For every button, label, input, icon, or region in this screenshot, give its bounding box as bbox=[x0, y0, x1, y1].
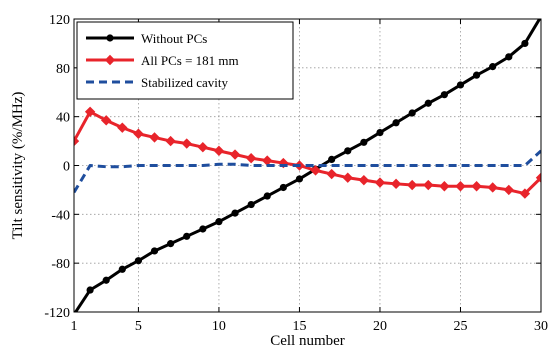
series-1-point bbox=[456, 81, 465, 89]
x-tick-label: 10 bbox=[212, 319, 226, 334]
series-2-point bbox=[342, 172, 353, 183]
y-tick-label: 120 bbox=[49, 13, 70, 28]
series-2-point bbox=[197, 141, 209, 153]
series-2-point bbox=[423, 179, 434, 191]
series-1-point bbox=[215, 218, 223, 226]
series-2-point bbox=[262, 155, 273, 166]
series-1-point bbox=[424, 99, 432, 107]
y-tick-label: -80 bbox=[51, 257, 70, 272]
series-2-point bbox=[74, 135, 80, 147]
x-tick-label: 30 bbox=[534, 319, 548, 334]
series-1-point bbox=[183, 232, 191, 240]
series-line-2 bbox=[74, 110, 541, 196]
y-axis-label: Tilt sensitivity (%/MHz) bbox=[10, 92, 26, 240]
series-1-point bbox=[247, 200, 255, 209]
y-tick-label: 40 bbox=[56, 111, 70, 126]
series-2-point bbox=[117, 122, 128, 133]
series-1-point bbox=[279, 183, 287, 192]
series-1-point bbox=[263, 192, 271, 200]
x-tick-label: 1 bbox=[71, 319, 78, 334]
legend: Without PCs All PCs = 181 mm Stabilized ca… bbox=[76, 21, 294, 100]
x-tick-label: 20 bbox=[373, 319, 387, 334]
series-2-point bbox=[471, 181, 482, 192]
series-1-point bbox=[440, 91, 448, 99]
series-1-point bbox=[134, 257, 143, 265]
series-2-point bbox=[181, 138, 192, 149]
series-2-point bbox=[326, 168, 337, 180]
series-1-point bbox=[344, 147, 352, 155]
series-1-point bbox=[118, 265, 126, 273]
series-1-point bbox=[167, 240, 175, 248]
series-2-point bbox=[358, 174, 370, 186]
series-2-point bbox=[519, 188, 531, 199]
y-tick-label: -120 bbox=[44, 306, 70, 321]
series-2-point bbox=[487, 182, 498, 193]
series-2-point bbox=[165, 135, 176, 147]
series-1-point bbox=[86, 286, 94, 294]
series-line-3 bbox=[74, 149, 541, 194]
series-2-point bbox=[149, 132, 160, 143]
x-axis-label: Cell number bbox=[270, 333, 345, 348]
series-1-point bbox=[150, 247, 159, 255]
series-1-point bbox=[489, 63, 497, 71]
series-1-point bbox=[505, 53, 513, 61]
y-tick-label: -40 bbox=[51, 208, 70, 223]
series-2-point bbox=[101, 115, 112, 126]
series-2-point bbox=[374, 177, 386, 188]
series-2-point bbox=[503, 184, 514, 196]
series-2-point bbox=[390, 178, 402, 190]
series-2-point bbox=[229, 149, 241, 160]
legend-label-3: Stabilized cavity bbox=[141, 75, 229, 90]
series-1-point bbox=[392, 119, 400, 127]
x-tick-label: 15 bbox=[292, 319, 306, 334]
series-1-point bbox=[231, 209, 239, 217]
series-1-point bbox=[360, 138, 368, 146]
plot-series bbox=[74, 19, 541, 312]
series-2-point bbox=[406, 179, 418, 191]
series-1-point bbox=[376, 128, 384, 137]
series-2-point bbox=[245, 152, 257, 164]
legend-marker-2 bbox=[104, 54, 116, 66]
series-1-point bbox=[408, 109, 416, 117]
series-2-point bbox=[133, 128, 144, 139]
y-tick-label: 0 bbox=[63, 160, 70, 175]
series-1-point bbox=[199, 225, 207, 233]
legend-marker-1 bbox=[106, 34, 114, 42]
series-1-point bbox=[472, 71, 481, 79]
x-tick-label: 5 bbox=[135, 319, 142, 334]
legend-label-2: All PCs = 181 mm bbox=[141, 53, 239, 68]
series-1-point bbox=[521, 39, 529, 48]
series-2-point bbox=[84, 106, 96, 117]
series-2-point bbox=[439, 181, 450, 192]
series-2-point bbox=[310, 165, 321, 176]
series-1-point bbox=[102, 276, 110, 284]
series-2-point bbox=[535, 172, 541, 183]
y-tick-label: 80 bbox=[56, 62, 70, 77]
series-1-point bbox=[328, 155, 336, 163]
series-1-point bbox=[295, 175, 304, 183]
series-2-point bbox=[455, 181, 466, 192]
x-tick-label: 25 bbox=[453, 319, 467, 334]
legend-label-1: Without PCs bbox=[141, 31, 207, 46]
series-2-point bbox=[213, 145, 225, 157]
